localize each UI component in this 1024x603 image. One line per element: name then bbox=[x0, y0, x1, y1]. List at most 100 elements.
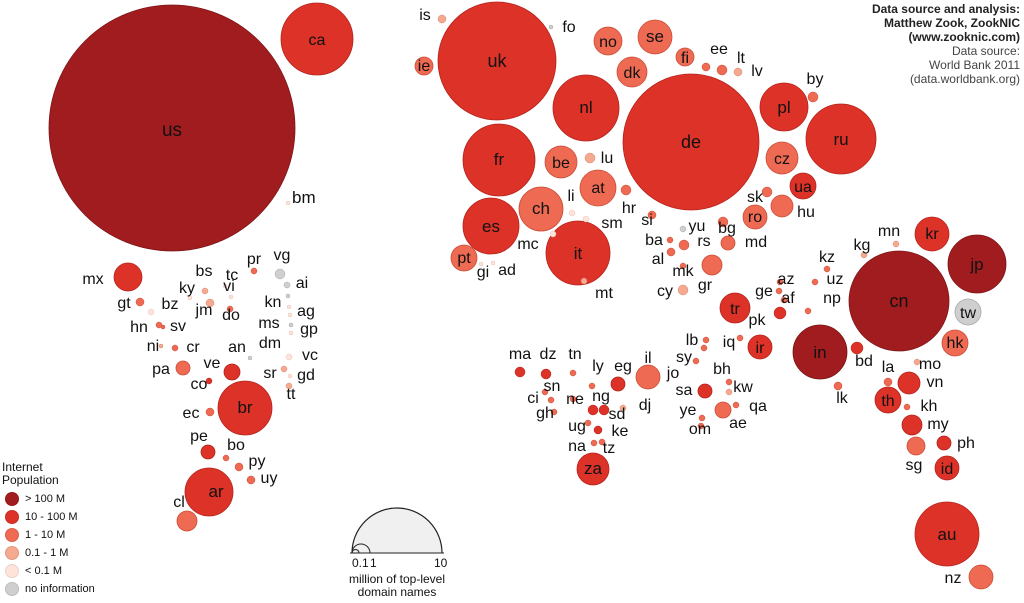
label-yu: yu bbox=[689, 218, 706, 235]
label-tz: tz bbox=[603, 440, 615, 457]
bubble-tc bbox=[222, 283, 228, 289]
label-my: my bbox=[927, 416, 948, 433]
label-an: an bbox=[228, 339, 246, 356]
bubble-md bbox=[720, 235, 736, 251]
bubble-hu bbox=[770, 194, 794, 218]
label-nl: nl bbox=[579, 98, 592, 117]
bubble-bm bbox=[285, 200, 291, 206]
bubble-es bbox=[462, 197, 520, 255]
bubble-at bbox=[579, 169, 617, 207]
label-ae: ae bbox=[729, 415, 747, 432]
legend-item: 1 - 10 M bbox=[2, 526, 142, 544]
bubble-kz bbox=[823, 265, 831, 273]
bubble-bh bbox=[725, 388, 733, 396]
label-bg: bg bbox=[718, 220, 736, 237]
bubble-ug bbox=[584, 419, 592, 427]
bubble-tr bbox=[719, 292, 751, 324]
label-ne: ne bbox=[566, 391, 584, 408]
bubble-ve bbox=[223, 363, 241, 381]
bubble-bz bbox=[147, 308, 155, 316]
label-co: co bbox=[191, 376, 208, 393]
bubble-ky bbox=[187, 295, 193, 301]
label-ug: ug bbox=[568, 418, 586, 435]
legend-swatch bbox=[5, 510, 19, 524]
label-tr: tr bbox=[730, 301, 740, 318]
bubble-nl bbox=[552, 74, 620, 142]
label-rs: rs bbox=[697, 233, 710, 250]
label-tt: tt bbox=[287, 386, 296, 403]
bubble-ar bbox=[184, 467, 234, 517]
bubble-si bbox=[647, 210, 657, 220]
scale-tick-small: 0.1 bbox=[352, 556, 369, 570]
bubble-ie bbox=[414, 56, 434, 76]
legend-label: 1 - 10 M bbox=[25, 529, 66, 541]
bubble-fo bbox=[548, 24, 554, 30]
label-dm: dm bbox=[259, 335, 281, 352]
bubble-sd bbox=[598, 404, 610, 416]
bubble-ir bbox=[747, 334, 773, 360]
bubble-ci bbox=[547, 396, 555, 404]
label-th: th bbox=[881, 393, 894, 410]
credits-line-1: Data source and analysis: bbox=[871, 2, 1020, 16]
bubble-sr bbox=[280, 365, 288, 373]
label-kn: kn bbox=[265, 294, 282, 311]
scale-caption: million of top-level domain names bbox=[336, 573, 458, 599]
bubble-ai bbox=[283, 281, 291, 289]
bubble-la bbox=[883, 377, 893, 387]
label-bm: bm bbox=[292, 188, 316, 207]
bubble-tw bbox=[954, 298, 982, 326]
legend-label: < 0.1 M bbox=[25, 565, 62, 577]
bubble-sa bbox=[697, 383, 713, 399]
bubble-uk bbox=[437, 1, 557, 121]
label-na: na bbox=[568, 438, 586, 455]
legend-label: > 100 M bbox=[25, 493, 66, 505]
legend-title-1: Internet bbox=[2, 460, 43, 474]
label-by: by bbox=[807, 71, 824, 88]
bubble-mo bbox=[913, 358, 921, 366]
label-ke: ke bbox=[612, 423, 629, 440]
label-ee: ee bbox=[710, 41, 728, 58]
label-bo: bo bbox=[227, 437, 245, 454]
label-de: de bbox=[681, 132, 701, 152]
label-tc: tc bbox=[226, 267, 238, 284]
label-pa: pa bbox=[152, 361, 170, 378]
bubble-id bbox=[934, 455, 960, 481]
label-it: it bbox=[574, 244, 583, 263]
bubble-ng bbox=[587, 404, 599, 416]
credits-line-5: World Bank 2011 bbox=[929, 58, 1020, 72]
label-pe: pe bbox=[190, 428, 208, 445]
label-tn: tn bbox=[568, 346, 581, 363]
legend-item: 0.1 - 1 M bbox=[2, 544, 142, 562]
bubble-tz bbox=[598, 438, 606, 446]
label-gh: gh bbox=[536, 405, 554, 422]
label-uy: uy bbox=[261, 470, 278, 487]
bubble-jo bbox=[692, 357, 700, 365]
label-be: be bbox=[552, 155, 570, 172]
legend-label: 10 - 100 M bbox=[25, 511, 78, 523]
bubble-sv bbox=[160, 324, 166, 330]
label-sv: sv bbox=[170, 318, 186, 335]
label-lt: lt bbox=[737, 50, 746, 67]
bubble-my bbox=[901, 414, 923, 436]
label-bd: bd bbox=[855, 353, 873, 370]
label-pr: pr bbox=[247, 251, 262, 268]
bubble-cy bbox=[677, 284, 689, 296]
label-ag: ag bbox=[297, 303, 315, 320]
label-tw: tw bbox=[960, 305, 976, 322]
bubble-cr bbox=[171, 344, 179, 352]
credits: Data source and analysis: Matthew Zook, … bbox=[830, 2, 1020, 86]
label-cz: cz bbox=[774, 151, 790, 168]
label-mk: mk bbox=[672, 263, 694, 280]
label-cl: cl bbox=[173, 494, 185, 511]
label-bs: bs bbox=[196, 263, 213, 280]
bubble-il bbox=[635, 364, 661, 390]
credits-line-6: (data.worldbank.org) bbox=[909, 72, 1020, 86]
bubble-ro bbox=[742, 204, 768, 230]
bubble-it bbox=[545, 220, 611, 286]
label-eg: eg bbox=[614, 358, 632, 375]
legend-swatch bbox=[5, 492, 19, 506]
label-nz: nz bbox=[945, 570, 962, 587]
label-ma: ma bbox=[509, 346, 531, 363]
bubble-lk bbox=[833, 381, 843, 391]
label-af: af bbox=[781, 290, 795, 307]
